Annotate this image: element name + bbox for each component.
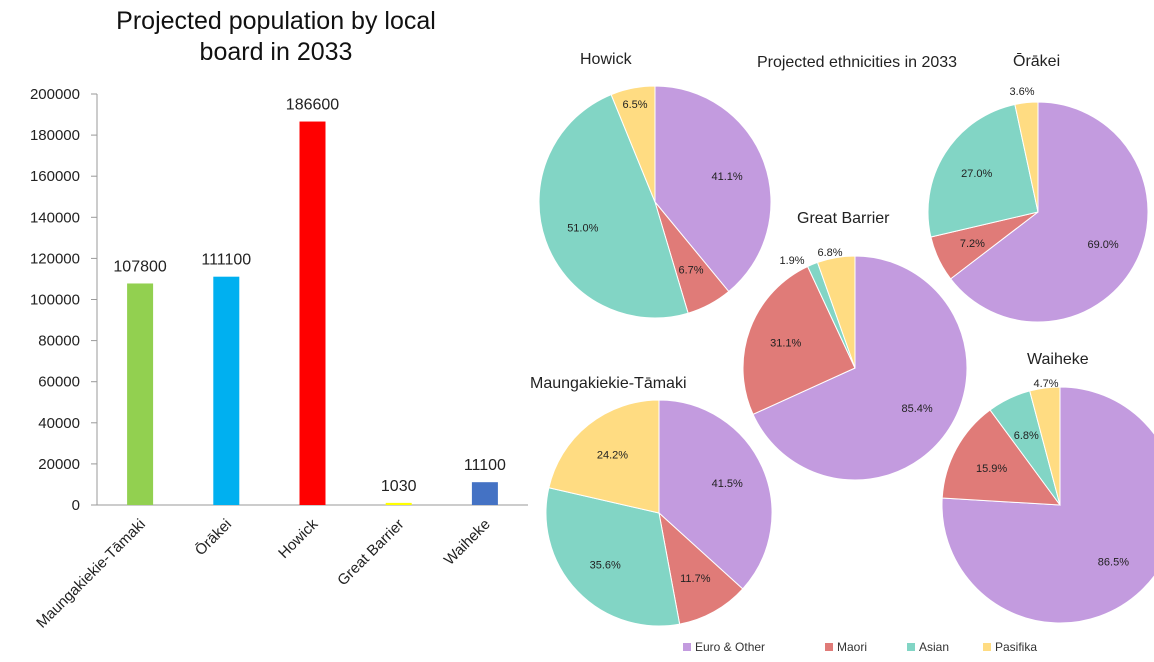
y-tick-label: 140000 — [30, 209, 80, 226]
bar-data-label: 1030 — [381, 478, 417, 495]
legend-label: Euro & Other — [695, 640, 765, 654]
legend-swatch — [825, 643, 833, 651]
bar-data-label: 107800 — [113, 258, 166, 275]
bar-data-label: 111100 — [201, 252, 251, 269]
pie-data-label: 31.1% — [770, 337, 801, 349]
legend-label: Asian — [919, 640, 949, 654]
bar-chart-title-line: Projected population by local — [116, 7, 436, 35]
legend-swatch — [983, 643, 991, 651]
legend-label: Pasifika — [995, 640, 1037, 654]
pie-title: Howick — [580, 51, 633, 68]
y-tick-label: 100000 — [30, 292, 80, 309]
pie-data-label: 24.2% — [597, 450, 628, 462]
bar-chart-title-line: board in 2033 — [200, 38, 353, 66]
pie-data-label: 15.9% — [976, 463, 1007, 475]
bar-2 — [213, 277, 239, 505]
pie-data-label: 6.8% — [817, 247, 842, 259]
legend-swatch — [907, 643, 915, 651]
pie-data-label: 6.5% — [622, 99, 647, 111]
x-tick-label: Great Barrier — [334, 516, 407, 589]
pie-data-label: 69.0% — [1087, 239, 1118, 251]
bar-data-label: 186600 — [286, 97, 339, 114]
bar-data-label: 11100 — [464, 457, 506, 474]
legend-label: Maori — [837, 640, 867, 654]
pie-data-label: 35.6% — [590, 560, 621, 572]
y-tick-label: 120000 — [30, 250, 80, 267]
bar-4 — [386, 503, 412, 505]
bar-1 — [127, 283, 153, 505]
bar-3 — [300, 122, 326, 505]
y-tick-label: 60000 — [38, 374, 80, 391]
pie-data-label: 27.0% — [961, 168, 992, 180]
x-tick-label: Howick — [275, 515, 322, 562]
pie-data-label: 7.2% — [960, 238, 985, 250]
y-tick-label: 200000 — [30, 86, 80, 103]
pie-data-label: 6.8% — [1014, 430, 1039, 442]
bar-5 — [472, 482, 498, 505]
y-tick-label: 160000 — [30, 168, 80, 185]
pie-data-label: 4.7% — [1033, 378, 1058, 390]
pie-data-label: 85.4% — [901, 403, 932, 415]
legend-swatch — [683, 643, 691, 651]
pie-data-label: 51.0% — [567, 222, 598, 234]
y-tick-label: 40000 — [38, 415, 80, 432]
x-tick-label: Ōrākei — [192, 516, 235, 559]
pie-data-label: 86.5% — [1098, 557, 1129, 569]
pie-data-label: 11.7% — [680, 573, 711, 585]
y-tick-label: 20000 — [38, 456, 80, 473]
pie-title: Ōrākei — [1013, 52, 1060, 70]
pie-data-label: 41.1% — [711, 171, 742, 183]
pie-data-label: 6.7% — [678, 265, 703, 277]
pie-data-label: 3.6% — [1009, 86, 1034, 98]
pie-title: Maungakiekie-Tāmaki — [530, 375, 687, 392]
pie-title: Great Barrier — [797, 210, 890, 227]
y-tick-label: 0 — [72, 497, 80, 514]
pie-section-title: Projected ethnicities in 2033 — [757, 54, 957, 71]
y-tick-label: 80000 — [38, 333, 80, 350]
x-tick-label: Maungakiekie-Tāmaki — [33, 516, 149, 632]
x-tick-label: Waiheke — [441, 516, 494, 569]
pie-data-label: 41.5% — [712, 478, 743, 490]
pie-title: Waiheke — [1027, 351, 1089, 368]
y-tick-label: 180000 — [30, 127, 80, 144]
pie-data-label: 1.9% — [779, 255, 804, 267]
